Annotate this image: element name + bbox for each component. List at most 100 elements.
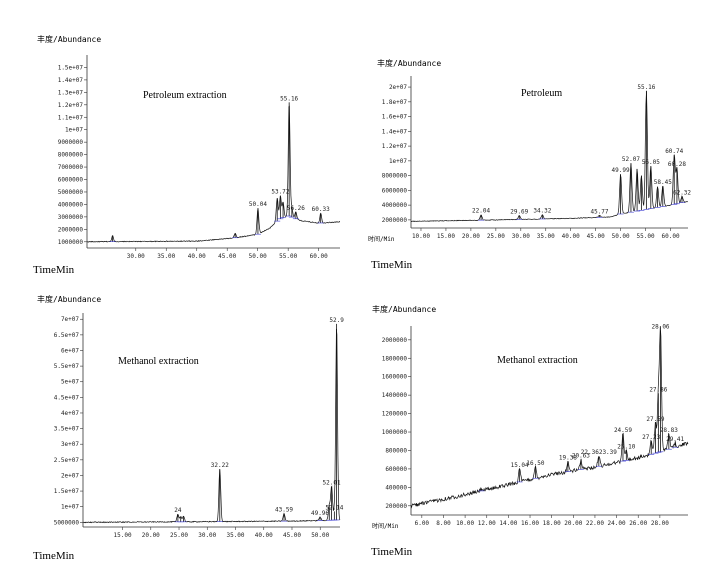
chart-annotation-title: Methanol extraction <box>118 356 199 367</box>
peak-label: 49.96 <box>311 510 329 517</box>
chromatogram-trace <box>82 328 341 524</box>
y-tick-label: 4.5e+07 <box>54 394 80 401</box>
x-tick-label: 60.00 <box>310 253 328 260</box>
peak-label: 43.59 <box>275 507 293 514</box>
y-tick-label: 1.4e+07 <box>382 128 408 135</box>
chromatogram-trace <box>410 325 689 509</box>
peak-label: 53.72 <box>271 189 289 196</box>
x-tick-label: 50.00 <box>612 233 630 240</box>
peak-label: 60.28 <box>668 161 686 168</box>
chart-annotation-title: Petroleum <box>521 88 562 99</box>
peak-label: 24 <box>174 507 182 514</box>
chromatogram-0: 1000000 2000000 3000000 4000000 5000000 60000… <box>58 55 340 260</box>
chromatogram-trace <box>86 105 340 243</box>
y-tick-label: 200000 <box>385 503 407 510</box>
y-tick-label: 7e+07 <box>61 316 79 323</box>
y-tick-label: 400000 <box>385 484 407 491</box>
x-tick-label: 28.00 <box>651 520 669 527</box>
peak-label: 60.74 <box>665 148 683 155</box>
x-axis-caption: TimeMin <box>371 259 413 271</box>
y-tick-label: 1.4e+07 <box>58 77 84 84</box>
y-tick-label: 1.5e+07 <box>58 64 84 71</box>
peak-label: 25.10 <box>617 443 635 450</box>
y-tick-label: 2000000 <box>58 226 84 233</box>
peak-label: 50.04 <box>249 201 267 208</box>
x-tick-label: 30.00 <box>198 532 216 539</box>
x-tick-label: 60.00 <box>662 233 680 240</box>
peak-label: 52.01 <box>323 479 341 486</box>
peak-label: 27.59 <box>646 416 664 423</box>
y-tick-label: 2000000 <box>382 337 408 344</box>
y-tick-label: 1.3e+07 <box>58 89 84 96</box>
y-tick-label: 4000000 <box>58 201 84 208</box>
peak-label: 60.33 <box>312 206 330 213</box>
x-tick-label: 6.00 <box>415 520 430 527</box>
y-axis-title: 丰度/Abundance <box>37 34 101 44</box>
y-tick-label: 1.5e+07 <box>54 488 80 495</box>
peak-label: 52.14 <box>325 504 343 511</box>
peak-label: 49.99 <box>612 167 630 174</box>
x-tick-label: 8.00 <box>436 520 451 527</box>
y-tick-label: 5000000 <box>54 519 80 526</box>
y-tick-label: 6.5e+07 <box>54 332 80 339</box>
y-tick-label: 4000000 <box>382 202 408 209</box>
x-axis-prefix: 时间/Min <box>368 235 395 243</box>
x-tick-label: 20.00 <box>462 233 480 240</box>
y-tick-label: 1200000 <box>382 411 408 418</box>
x-tick-label: 40.00 <box>255 532 273 539</box>
y-tick-label: 800000 <box>385 447 407 454</box>
y-tick-label: 8000000 <box>382 173 408 180</box>
peak-label: 24.59 <box>614 427 632 434</box>
x-tick-label: 10.00 <box>412 233 430 240</box>
y-tick-label: 1800000 <box>382 355 408 362</box>
x-tick-label: 26.00 <box>629 520 647 527</box>
x-tick-label: 50.00 <box>249 253 267 260</box>
x-tick-label: 40.00 <box>562 233 580 240</box>
peak-label: 29.69 <box>510 208 528 215</box>
y-tick-label: 8000000 <box>58 152 84 159</box>
y-tick-label: 1000000 <box>382 429 408 436</box>
y-tick-label: 1000000 <box>58 239 84 246</box>
x-tick-label: 50.00 <box>311 532 329 539</box>
chart-methanol-extraction-left: 丰度/Abundance Methanol extraction TimeMin <box>33 294 199 562</box>
peak-label: 34.32 <box>533 208 551 215</box>
x-tick-label: 20.00 <box>142 532 160 539</box>
x-axis-prefix: 时间/Min <box>372 522 399 530</box>
x-axis-caption: TimeMin <box>33 550 75 562</box>
peak-label: 45.77 <box>590 208 608 215</box>
peak-label: 58.45 <box>654 179 672 186</box>
peak-label: 28.06 <box>651 324 669 331</box>
y-tick-label: 1.6e+07 <box>382 114 408 121</box>
peak-label: 27.23 <box>642 434 660 441</box>
x-tick-label: 45.00 <box>587 233 605 240</box>
y-axis-title: 丰度/Abundance <box>37 294 101 304</box>
x-tick-label: 25.00 <box>487 233 505 240</box>
y-tick-label: 7000000 <box>58 164 84 171</box>
peak-label: 29.41 <box>666 436 684 443</box>
chromatogram-2: 5000000 1e+07 1.5e+07 2e+07 2.5e+07 3e+07 3.5e… <box>54 313 344 539</box>
y-tick-label: 2e+07 <box>61 472 79 479</box>
peak-label: 22.3623.39 <box>581 449 618 456</box>
x-tick-label: 15.00 <box>114 532 132 539</box>
y-tick-label: 1e+07 <box>65 127 83 134</box>
x-tick-label: 55.00 <box>637 233 655 240</box>
y-tick-label: 5000000 <box>58 189 84 196</box>
peak-label: 55.16 <box>637 84 655 91</box>
y-tick-label: 5e+07 <box>61 379 79 386</box>
x-tick-label: 55.00 <box>279 253 297 260</box>
chromatogram-1: 2000000 4000000 6000000 8000000 1e+07 1.2e+07… <box>382 76 691 240</box>
chart-petroleum: 丰度/Abundance Petroleum 时间/Min TimeMin <box>368 58 562 271</box>
y-tick-label: 5.5e+07 <box>54 363 80 370</box>
chart-annotation-title: Methanol extraction <box>497 355 578 366</box>
x-tick-label: 24.00 <box>608 520 626 527</box>
x-tick-label: 10.00 <box>456 520 474 527</box>
y-tick-label: 6000000 <box>382 187 408 194</box>
y-tick-label: 2.5e+07 <box>54 457 80 464</box>
y-tick-label: 1.2e+07 <box>382 143 408 150</box>
x-tick-label: 18.00 <box>543 520 561 527</box>
y-tick-label: 1e+07 <box>389 158 407 165</box>
y-tick-label: 2000000 <box>382 217 408 224</box>
x-tick-label: 45.00 <box>283 532 301 539</box>
y-tick-label: 1.1e+07 <box>58 114 84 121</box>
